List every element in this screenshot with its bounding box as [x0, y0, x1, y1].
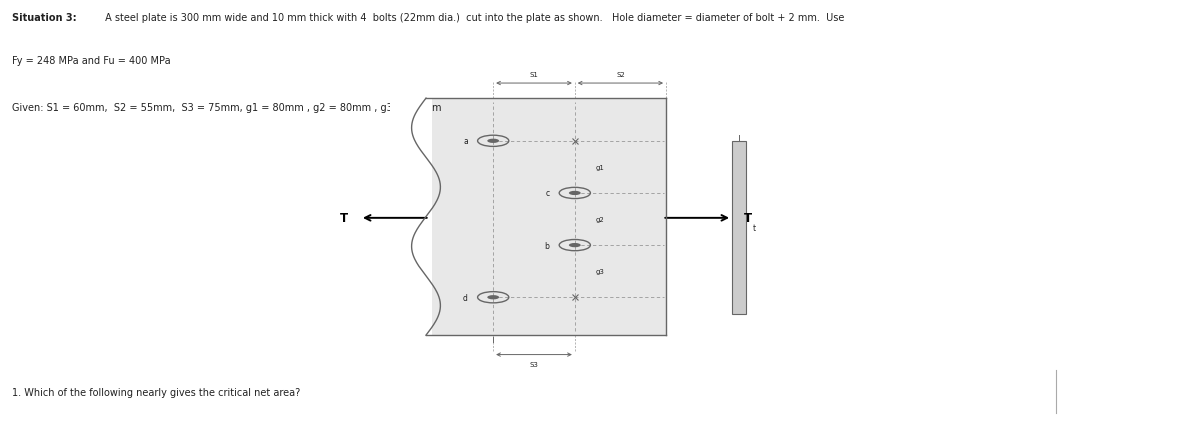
- Text: 1. Which of the following nearly gives the critical net area?: 1. Which of the following nearly gives t…: [12, 387, 300, 397]
- Text: a: a: [463, 137, 468, 146]
- Text: d: d: [463, 293, 468, 302]
- Text: S1: S1: [529, 71, 539, 77]
- Text: A steel plate is 300 mm wide and 10 mm thick with 4  bolts (22mm dia.)  cut into: A steel plate is 300 mm wide and 10 mm t…: [102, 13, 845, 23]
- Text: Given: S1 = 60mm,  S2 = 55mm,  S3 = 75mm, g1 = 80mm , g2 = 80mm , g3 = 80 mm: Given: S1 = 60mm, S2 = 55mm, S3 = 75mm, …: [12, 103, 442, 113]
- Text: c: c: [546, 189, 550, 198]
- Text: g2: g2: [595, 217, 604, 222]
- Circle shape: [569, 191, 581, 196]
- Text: T: T: [744, 212, 752, 225]
- Bar: [426, 99, 666, 335]
- Bar: [390, 95, 432, 340]
- Text: S2: S2: [616, 71, 625, 77]
- Text: Situation 3:: Situation 3:: [12, 13, 77, 23]
- Text: t: t: [752, 224, 756, 232]
- Circle shape: [487, 295, 499, 300]
- Text: Fy = 248 MPa and Fu = 400 MPa: Fy = 248 MPa and Fu = 400 MPa: [12, 56, 170, 66]
- Text: S3: S3: [529, 361, 539, 367]
- Text: T: T: [340, 212, 348, 225]
- Text: g3: g3: [595, 269, 604, 274]
- Bar: [732, 142, 746, 314]
- Circle shape: [569, 243, 581, 248]
- Text: g1: g1: [595, 165, 604, 170]
- Text: b: b: [545, 241, 550, 250]
- Circle shape: [487, 139, 499, 144]
